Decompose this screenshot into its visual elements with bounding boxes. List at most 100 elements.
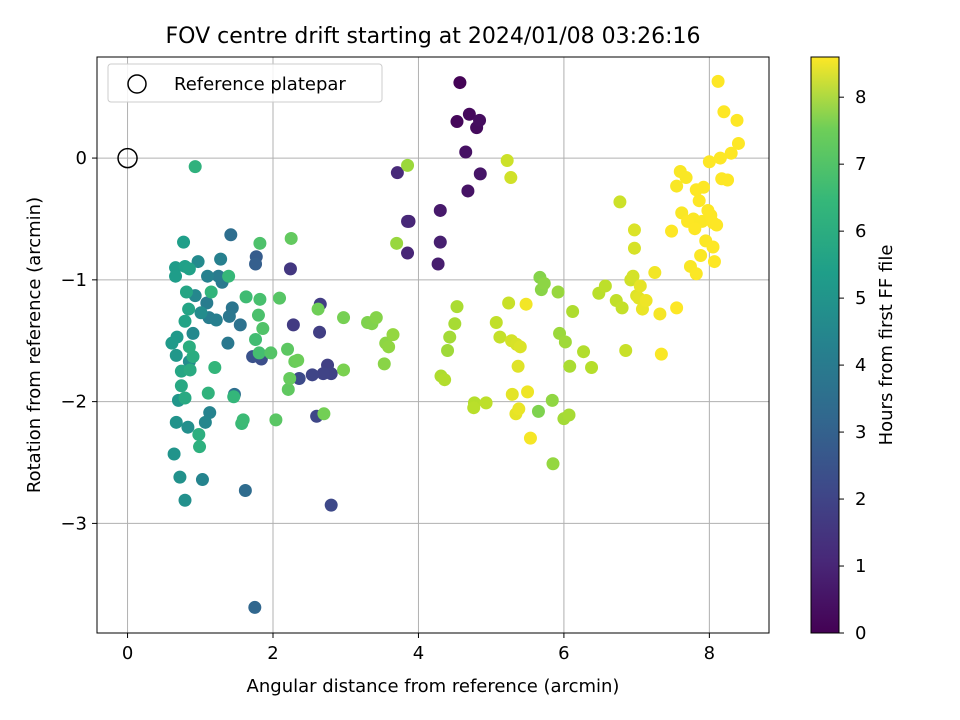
data-point [390,236,404,250]
data-point [401,214,415,228]
data-point [203,406,217,420]
data-point [479,396,493,410]
data-point [169,269,183,283]
data-point [183,363,197,377]
data-point [443,330,457,344]
data-point [511,359,525,373]
data-point [313,325,327,339]
data-point [626,269,640,283]
data-point [253,292,267,306]
data-point [305,368,319,382]
data-point [627,241,641,255]
data-point [431,257,445,271]
x-tick-label: 4 [413,643,424,664]
data-point [178,391,192,405]
colorbar-tick-label: 7 [855,154,866,175]
data-point [441,343,455,357]
data-point [222,269,236,283]
data-point [369,311,383,325]
data-point [337,363,351,377]
data-point [523,431,537,445]
data-point [613,195,627,209]
data-point [689,267,703,281]
legend: Reference platepar [107,63,383,103]
colorbar-tick-label: 0 [855,623,866,644]
data-point [505,387,519,401]
legend-box [107,63,383,103]
x-tick-label: 2 [267,643,278,664]
data-point [713,151,727,165]
data-point [679,171,693,185]
data-point [513,340,527,354]
data-point [688,222,702,236]
data-point [264,346,278,360]
data-point [316,367,330,381]
data-point [253,236,267,250]
data-point [461,184,475,198]
data-point [401,246,415,260]
data-point [654,347,668,361]
data-point [182,262,196,276]
data-point [283,262,297,276]
y-tick-label: −1 [60,270,87,291]
data-point [204,285,218,299]
data-point [191,255,205,269]
y-tick-label: −2 [60,392,87,413]
data-point [459,145,473,159]
data-point [512,402,526,416]
data-point [317,407,331,421]
data-point [273,291,287,305]
data-point [627,223,641,237]
data-point [165,336,179,350]
data-point [438,373,452,387]
data-point [562,408,576,422]
data-point [211,269,225,283]
data-point [473,113,487,127]
data-point [710,218,724,232]
data-point [473,167,487,181]
data-point [201,386,215,400]
colorbar-label: Hours from first FF file [876,245,897,446]
data-point [182,340,196,354]
data-point [188,160,202,174]
data-point [256,322,270,336]
data-point [193,440,207,454]
x-ticks: 0 2 4 6 8 [122,633,715,664]
legend-entry-label: Reference platepar [174,74,346,95]
data-point [173,470,187,484]
data-point [195,473,209,487]
data-point [382,340,396,354]
data-point [707,255,721,269]
data-point [731,136,745,150]
x-tick-label: 8 [704,643,715,664]
data-point [711,74,725,88]
data-point [281,382,295,396]
colorbar-tick-label: 2 [855,489,866,510]
colorbar-tick-label: 5 [855,288,866,309]
data-point [706,240,720,254]
data-point [462,107,476,121]
data-point [269,413,283,427]
data-point [281,342,295,356]
data-point [519,297,533,311]
data-point [537,277,551,291]
data-point [585,361,599,375]
data-point [504,171,518,185]
data-point [531,404,545,418]
reference-point [117,147,138,169]
data-point [551,285,565,299]
data-point [186,326,200,340]
x-axis-label: Angular distance from reference (arcmin) [247,676,620,697]
data-point [177,235,191,249]
data-point [182,302,196,316]
data-point [233,318,247,332]
scatter-points [165,74,745,614]
data-point [169,415,183,429]
colorbar-gradient [810,56,840,634]
data-point [248,600,262,614]
data-point [489,315,503,329]
data-point [730,113,744,127]
data-point [566,305,580,319]
data-point [639,294,653,308]
